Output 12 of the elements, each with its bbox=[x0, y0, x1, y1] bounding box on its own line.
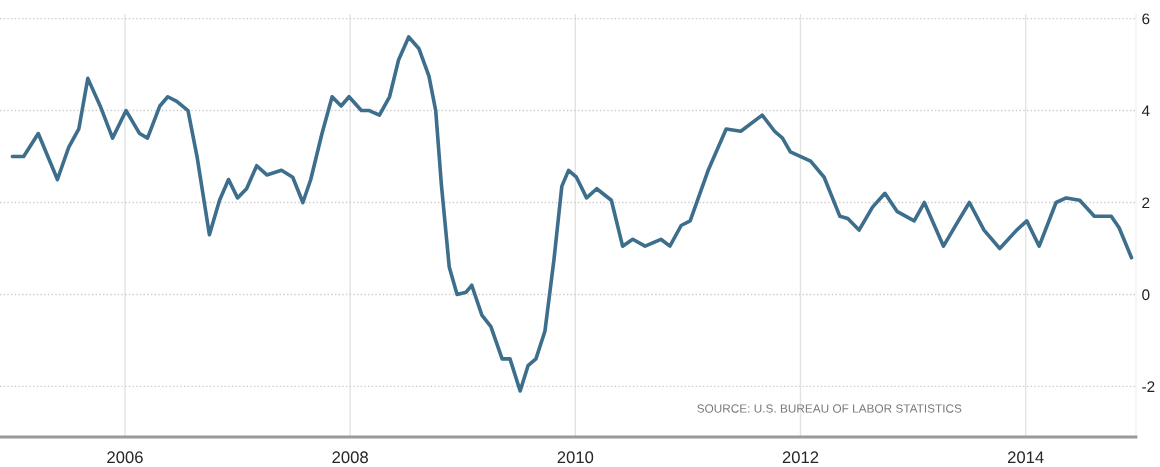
y-tick-label: 6 bbox=[1142, 13, 1150, 25]
x-tick-label: 2006 bbox=[107, 451, 143, 464]
annotation: SOURCE: U.S. BUREAU OF LABOR STATISTICS bbox=[697, 404, 962, 413]
x-tick-label: 2012 bbox=[782, 451, 819, 464]
line-series bbox=[10, 35, 1134, 393]
y-tick-label: 4 bbox=[1141, 105, 1150, 117]
y-tick-label: 0 bbox=[1142, 289, 1150, 301]
y-tick-label: -2 bbox=[1142, 381, 1155, 392]
x-tick-label: 2014 bbox=[1007, 451, 1044, 464]
x-tick-label: 2010 bbox=[557, 451, 594, 464]
x-tick-label: 2008 bbox=[332, 451, 368, 464]
y-tick-label: 2 bbox=[1142, 197, 1150, 209]
